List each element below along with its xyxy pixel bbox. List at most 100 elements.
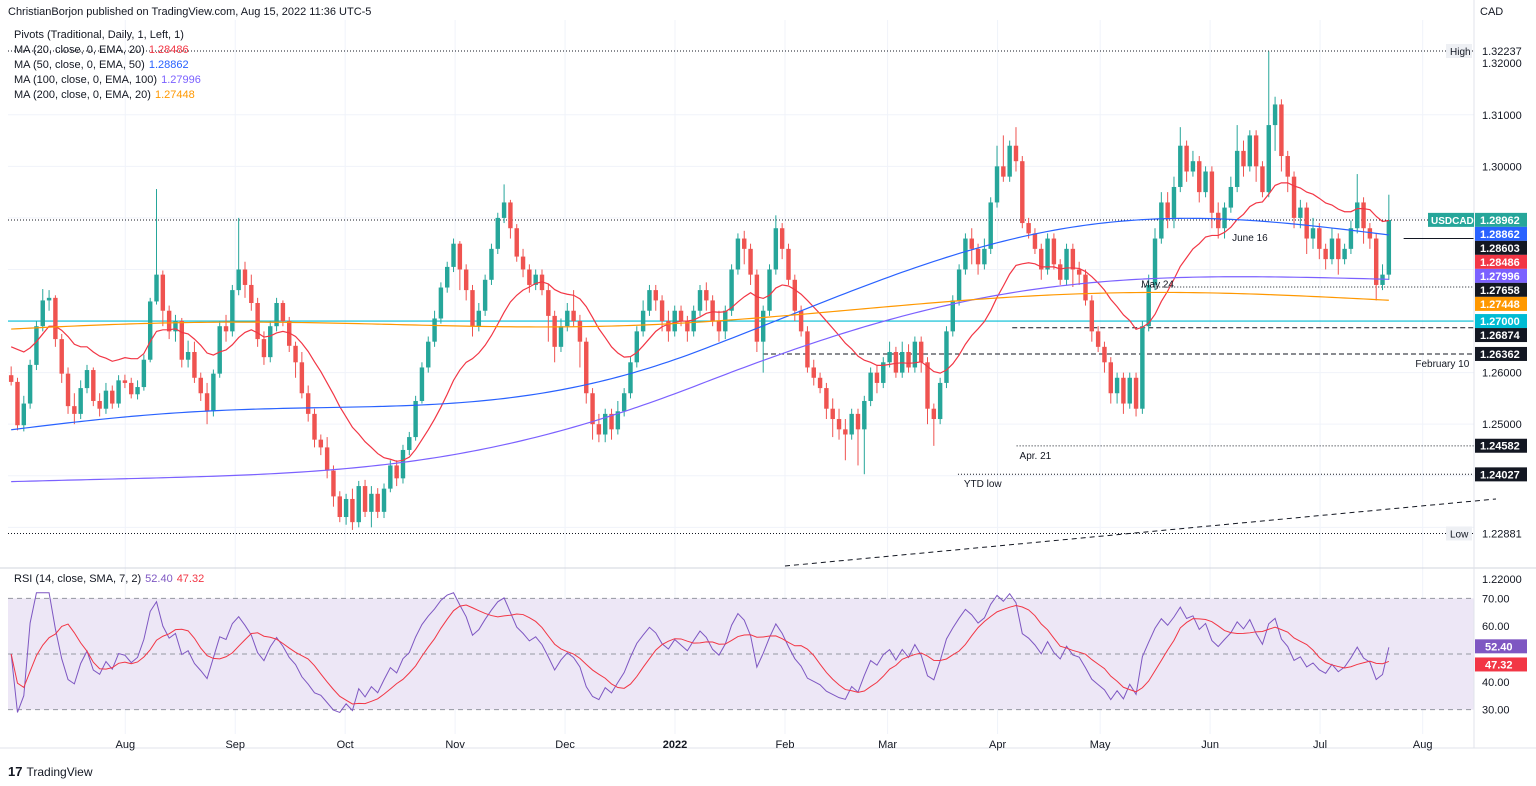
time-tick-5: 2022	[663, 739, 687, 751]
candle-31	[204, 382, 210, 425]
candle-body-146	[931, 408, 937, 420]
candle-9	[65, 367, 71, 414]
candle-6	[46, 290, 52, 311]
candle-42	[274, 297, 279, 332]
candle-138	[881, 357, 886, 389]
candle-body-57	[369, 493, 374, 512]
candle-body-181	[1152, 238, 1158, 285]
candle-body-32	[211, 373, 216, 412]
candle-body-187	[1190, 161, 1196, 172]
candle-212	[1348, 220, 1354, 255]
rsi-legend-label: RSI (14, close, SMA, 7, 2)	[14, 573, 142, 585]
candle-body-87	[558, 326, 564, 347]
candle-30	[198, 372, 203, 401]
candle-body-104	[666, 321, 671, 332]
candle-body-79	[508, 202, 513, 229]
candle-168	[1070, 243, 1076, 288]
candle-172	[1095, 326, 1101, 352]
candle-body-105	[672, 310, 677, 332]
candle-184	[1171, 176, 1177, 229]
candle-body-95	[609, 413, 614, 430]
candle-162	[1032, 228, 1038, 255]
candle-78	[501, 184, 507, 224]
candle-body-114	[729, 269, 734, 311]
candle-body-4	[34, 326, 39, 365]
candle-71	[457, 241, 463, 291]
candle-body-180	[1146, 284, 1151, 327]
legend-pivots[interactable]: Pivots (Traditional, Daily, 1, Left, 1)	[14, 29, 184, 41]
candle-body-33	[217, 326, 222, 374]
candle-body-131	[836, 419, 842, 430]
candle-body-171	[1089, 300, 1095, 332]
candle-body-58	[375, 493, 380, 512]
candle-63	[407, 431, 412, 456]
candle-body-29	[192, 351, 197, 378]
rsi-tick-2: 40.00	[1482, 677, 1510, 689]
annotation-1: May 24	[1141, 280, 1174, 291]
candle-202	[1285, 150, 1290, 193]
candle-body-97	[621, 393, 627, 412]
candle-body-110	[704, 290, 709, 301]
candle-186	[1184, 140, 1189, 182]
low-label-bg	[1446, 526, 1472, 541]
candle-133	[849, 408, 854, 440]
legend-ema200[interactable]: MA (200, close, 0, EMA, 20) 1.27448	[14, 89, 195, 101]
tradingview-logo[interactable]: 17 TradingView	[8, 764, 93, 779]
candle-147	[937, 377, 943, 425]
candle-79	[508, 199, 513, 239]
candle-body-199	[1266, 125, 1271, 193]
rsi-badge-value: 52.40	[1485, 641, 1513, 653]
candle-146	[931, 403, 937, 446]
candle-body-103	[659, 300, 665, 322]
candle-217	[1380, 264, 1385, 291]
candle-149	[950, 295, 955, 337]
candle-160	[1020, 156, 1025, 229]
candle-51	[331, 465, 336, 507]
candle-body-48	[312, 413, 317, 440]
rsi-legend[interactable]: RSI (14, close, SMA, 7, 2) 52.40 47.32	[14, 573, 204, 585]
candle-body-201	[1279, 104, 1284, 157]
candle-body-101	[647, 290, 652, 311]
candle-body-86	[552, 315, 557, 347]
candle-110	[704, 282, 709, 311]
candle-187	[1190, 150, 1196, 177]
candle-190	[1209, 166, 1215, 229]
candle-body-147	[937, 382, 943, 420]
candle-126	[805, 326, 810, 373]
candle-body-166	[1058, 264, 1063, 280]
candle-66	[426, 336, 431, 373]
candle-body-42	[274, 303, 279, 327]
candle-body-49	[318, 439, 324, 448]
candle-body-169	[1076, 269, 1082, 275]
candle-59	[381, 483, 387, 519]
candle-85	[546, 283, 551, 342]
price-badge-bg-2	[1475, 240, 1527, 255]
candle-38	[249, 274, 254, 311]
candle-body-61	[394, 465, 399, 479]
candle-body-23	[154, 274, 159, 302]
candle-109	[697, 284, 703, 316]
candle-body-45	[293, 345, 298, 363]
ema100-line	[11, 276, 1389, 483]
legend-ema20[interactable]: MA (20, close, 0, EMA, 20) 1.28486	[14, 44, 189, 56]
candle-99	[634, 326, 640, 368]
price-badge-11: 1.24027	[1475, 467, 1527, 482]
candle-120	[767, 264, 772, 316]
candle-173	[1102, 341, 1107, 373]
candle-4	[34, 321, 39, 371]
candle-61	[394, 460, 399, 487]
legend-ema50-label: MA (50, close, 0, EMA, 50)	[14, 59, 145, 71]
candle-body-204	[1298, 207, 1303, 218]
legend-ema50[interactable]: MA (50, close, 0, EMA, 50) 1.28862	[14, 59, 189, 71]
candle-200	[1272, 96, 1278, 151]
legend-ema100[interactable]: MA (100, close, 0, EMA, 100) 1.27996	[14, 74, 201, 86]
candle-209	[1329, 228, 1335, 265]
candle-86	[552, 310, 557, 363]
candle-body-77	[495, 217, 500, 249]
candle-13	[91, 367, 96, 407]
price-badge-value-4: 1.27996	[1480, 271, 1520, 283]
candle-89	[571, 290, 576, 327]
rsi-sma-badge-bg	[1475, 657, 1527, 672]
